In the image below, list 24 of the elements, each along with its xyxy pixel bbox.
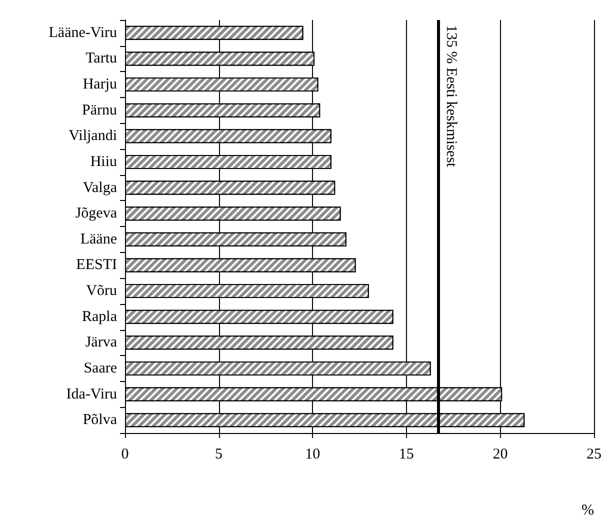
x-axis-title: % xyxy=(582,502,594,518)
y-tick-label: Lääne xyxy=(80,231,118,248)
ref-line-label: 135 % Eesti keskmisest xyxy=(442,25,459,168)
y-tick-label: EESTI xyxy=(76,257,117,274)
x-tick-label: 20 xyxy=(492,446,508,462)
x-tick-label: 15 xyxy=(398,446,414,462)
y-tick-label: Pärnu xyxy=(82,102,118,118)
x-tick-label: 0 xyxy=(121,446,129,462)
y-tick-label: Harju xyxy=(82,76,118,93)
x-tick-label: 25 xyxy=(586,446,602,462)
x-tick-label: 10 xyxy=(305,446,320,462)
y-tick-label: Saare xyxy=(84,360,118,376)
y-tick-label: Lääne-Viru xyxy=(48,24,118,41)
y-tick-label: Valga xyxy=(82,180,118,196)
y-tick-label: Põlva xyxy=(82,412,118,428)
x-tick-label: 5 xyxy=(215,446,223,462)
y-tick-label: Jõgeva xyxy=(75,206,118,222)
y-tick-label: Viljandi xyxy=(68,128,117,144)
y-tick-label: Võru xyxy=(86,283,118,300)
y-tick-label: Tartu xyxy=(86,50,118,67)
y-tick-label: Ida-Viru xyxy=(66,386,118,402)
y-tick-label: Järva xyxy=(85,334,118,351)
y-tick-label: Hiiu xyxy=(90,154,118,170)
y-tick-label: Rapla xyxy=(82,308,118,325)
